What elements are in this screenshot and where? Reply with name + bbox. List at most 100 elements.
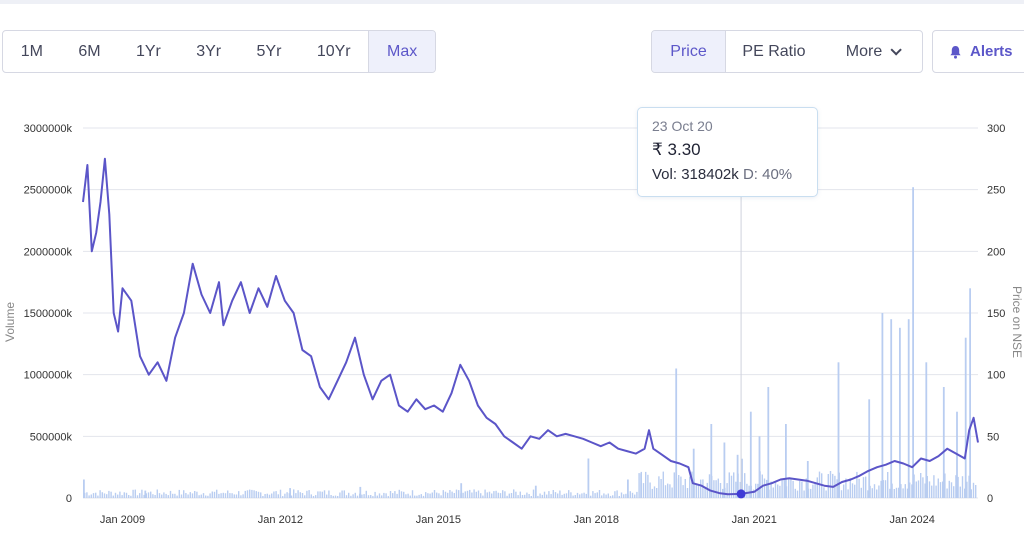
volume-bar <box>803 490 805 498</box>
volume-bar <box>869 485 871 498</box>
volume-bar <box>295 493 297 498</box>
pe-ratio-tab[interactable]: PE Ratio <box>742 42 806 60</box>
volume-bar <box>900 484 902 498</box>
volume-bar <box>321 491 323 498</box>
volume-bar <box>931 485 933 498</box>
volume-bar <box>387 496 389 498</box>
price-axis-ticks: 300 250 200 150 100 50 0 <box>987 123 1005 505</box>
volume-bar <box>172 493 174 498</box>
volume-bar <box>268 494 271 498</box>
range-button-10yr[interactable]: 10Yr <box>316 42 351 60</box>
price-line-group <box>82 157 979 499</box>
volume-bar <box>682 485 684 498</box>
volume-bar <box>601 495 603 498</box>
volume-bar <box>165 493 167 498</box>
time-tick-label: Jan 2021 <box>732 514 777 526</box>
volume-bar <box>741 458 743 498</box>
price-axis-title: Price on NSE <box>1010 286 1024 358</box>
volume-bar <box>403 491 405 498</box>
volume-bar <box>816 477 818 498</box>
volume-bar <box>136 495 139 498</box>
volume-bar <box>627 479 629 498</box>
volume-bar <box>829 471 832 498</box>
volume-bar <box>649 482 651 498</box>
alerts-button[interactable]: Alerts <box>932 30 1024 73</box>
volume-bar <box>469 489 471 498</box>
volume-bar <box>770 481 772 498</box>
volume-bar <box>678 475 680 498</box>
range-button-1m[interactable]: 1M <box>20 42 43 60</box>
volume-bar <box>702 479 704 498</box>
volume-bar <box>642 483 645 498</box>
price-tick-label: 300 <box>987 123 1005 135</box>
volume-bar <box>491 493 493 498</box>
tooltip-delivery-label: D: <box>742 166 758 183</box>
volume-bar <box>969 288 971 498</box>
volume-bar <box>825 490 827 498</box>
volume-bar <box>209 493 211 498</box>
range-button-max[interactable]: Max <box>368 31 435 72</box>
volume-bar <box>343 490 345 498</box>
volume-bar <box>572 495 574 498</box>
volume-bar <box>348 492 350 498</box>
volume-bar <box>889 488 891 498</box>
volume-bar <box>620 492 623 498</box>
volume-bar <box>777 484 779 498</box>
volume-bar <box>211 491 213 498</box>
volume-bar <box>966 481 968 498</box>
volume-bar <box>574 495 576 498</box>
volume-bar <box>123 492 125 498</box>
volume-bar <box>651 488 653 498</box>
volume-bar <box>645 471 647 498</box>
volume-bar <box>656 488 658 498</box>
volume-bar <box>867 490 869 498</box>
range-button-3yr[interactable]: 3Yr <box>196 42 222 60</box>
volume-bar <box>713 480 715 498</box>
volume-bar <box>662 471 664 498</box>
price-tab[interactable]: Price <box>652 31 726 72</box>
volume-bar <box>541 494 543 498</box>
volume-bar <box>422 495 425 498</box>
volume-bar <box>260 492 262 498</box>
volume-bar <box>942 481 944 498</box>
tooltip-vol-value: 318402k <box>681 166 739 183</box>
volume-bar <box>473 489 475 498</box>
volume-bar <box>510 493 513 498</box>
volume-bar <box>568 490 570 498</box>
tooltip-price: ₹ 3.30 <box>652 140 701 159</box>
volume-bar <box>169 490 172 498</box>
volume-bar <box>596 492 598 498</box>
volume-bar <box>290 495 293 498</box>
volume-bar <box>216 489 218 498</box>
volume-bar <box>125 492 128 498</box>
volume-bar <box>557 493 559 498</box>
volume-bar <box>167 495 169 498</box>
range-button-1yr[interactable]: 1Yr <box>135 42 161 60</box>
more-dropdown[interactable]: More <box>822 31 922 72</box>
volume-bar <box>493 491 495 498</box>
volume-bar <box>504 491 506 498</box>
volume-bar <box>660 479 662 498</box>
volume-bar <box>86 492 88 498</box>
volume-bar <box>425 492 427 498</box>
volume-bar <box>587 458 590 498</box>
volume-bar <box>400 491 403 498</box>
volume-bar <box>231 493 233 498</box>
volume-bar <box>730 475 733 498</box>
volume-bar <box>202 493 205 498</box>
gridlines <box>83 127 978 499</box>
range-button-6m[interactable]: 6M <box>78 42 101 60</box>
volume-tick-label: 500000k <box>30 431 73 443</box>
volume-bar <box>561 494 563 498</box>
volume-bar <box>631 492 634 498</box>
volume-bar <box>788 479 790 498</box>
volume-bar <box>935 485 937 498</box>
volume-bar <box>152 494 154 498</box>
volume-bar <box>757 483 759 498</box>
price-tick-label: 200 <box>987 246 1005 258</box>
volume-bar <box>840 490 843 498</box>
range-button-5yr[interactable]: 5Yr <box>256 42 282 60</box>
volume-bar <box>636 491 638 498</box>
volume-bar <box>114 492 117 498</box>
